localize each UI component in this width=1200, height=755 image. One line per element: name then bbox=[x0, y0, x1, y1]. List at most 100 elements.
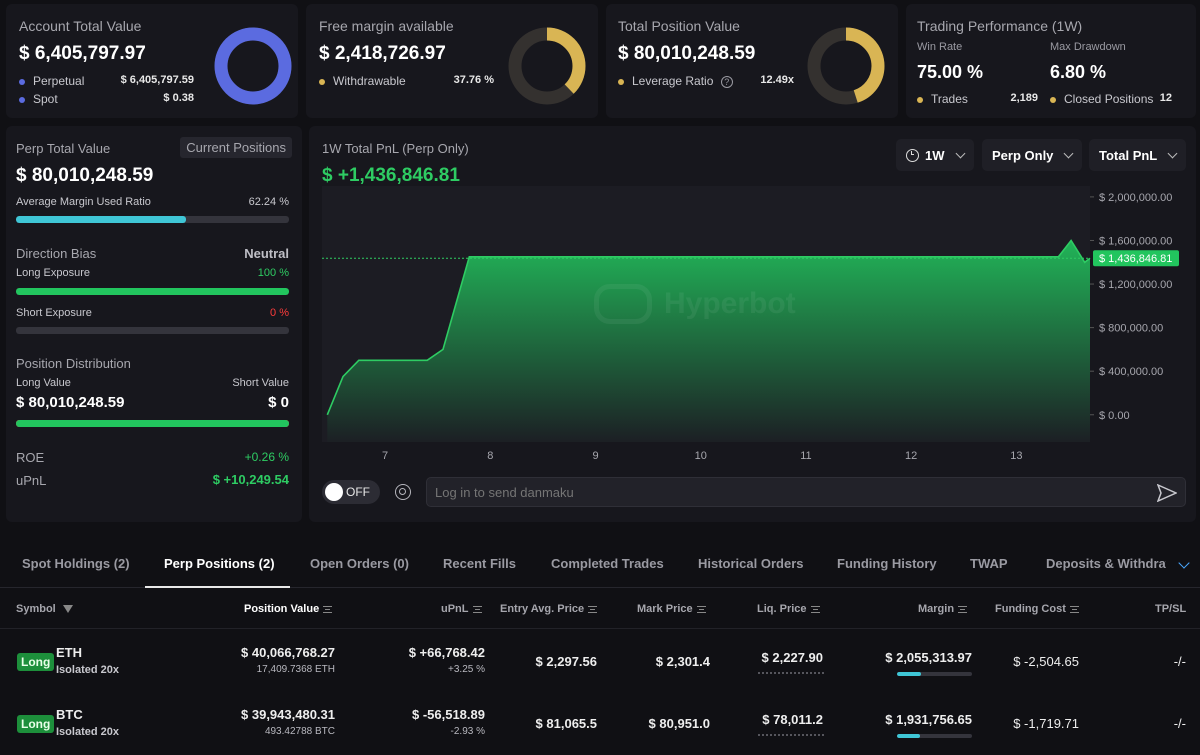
position-size: 17,409.7368 ETH bbox=[256, 664, 335, 675]
sort-icon[interactable] bbox=[472, 605, 482, 613]
max-drawdown-label: Max Drawdown bbox=[1050, 41, 1126, 53]
sort-icon[interactable] bbox=[323, 605, 333, 613]
margin-mode: Isolated 20x bbox=[56, 664, 119, 676]
header-liq-price[interactable]: Liq. Price bbox=[757, 603, 820, 615]
free-margin-card: Free margin available $ 2,418,726.97 Wit… bbox=[306, 4, 598, 118]
header-divider bbox=[0, 628, 1200, 629]
perp-total-value-label: Perp Total Value bbox=[16, 141, 111, 156]
leverage-value: 12.49x bbox=[760, 74, 794, 86]
tab-twap[interactable]: TWAP bbox=[970, 556, 1008, 571]
upnl-value: $ +66,768.42 bbox=[408, 645, 485, 660]
header-funding-cost[interactable]: Funding Cost bbox=[995, 603, 1079, 615]
margin-mode: Isolated 20x bbox=[56, 726, 119, 738]
mark-price: $ 2,301.4 bbox=[655, 654, 710, 669]
tpsl-value[interactable]: -/- bbox=[1173, 654, 1186, 669]
tpsl-value[interactable]: -/- bbox=[1173, 716, 1186, 731]
perpetual-row: Perpetual bbox=[19, 74, 84, 88]
scope-value: Perp Only bbox=[992, 147, 1054, 163]
liq-price: $ 78,011.2 bbox=[762, 712, 823, 727]
header-entry-price[interactable]: Entry Avg. Price bbox=[500, 603, 598, 615]
send-icon[interactable] bbox=[1157, 484, 1177, 502]
info-icon[interactable]: ? bbox=[720, 76, 733, 88]
symbol[interactable]: BTC bbox=[56, 707, 83, 722]
long-exposure-fill bbox=[16, 288, 289, 295]
filter-icon[interactable] bbox=[62, 605, 73, 614]
roe-label: ROE bbox=[16, 450, 45, 465]
account-donut-chart bbox=[214, 27, 292, 105]
y-tick-label: $ 0.00 bbox=[1099, 410, 1130, 422]
closed-positions-row: Closed Positions bbox=[1050, 92, 1153, 106]
table-row[interactable]: Long BTC Isolated 20x $ 39,943,480.31 49… bbox=[0, 692, 1200, 754]
tab-funding-history[interactable]: Funding History bbox=[837, 556, 937, 571]
symbol[interactable]: ETH bbox=[56, 645, 82, 660]
header-symbol[interactable]: Symbol bbox=[16, 603, 73, 615]
pnl-area-chart[interactable]: $ 2,000,000.00 $ 1,600,000.00 $ 1,200,000.… bbox=[309, 178, 1196, 508]
x-tick-label: 11 bbox=[800, 450, 811, 462]
header-margin-label: Margin bbox=[918, 603, 955, 615]
sort-icon[interactable] bbox=[810, 605, 820, 613]
header-margin[interactable]: Margin bbox=[918, 603, 968, 615]
trading-performance-card: Trading Performance (1W) Win Rate 75.00 … bbox=[906, 4, 1196, 118]
position-distribution-fill bbox=[16, 420, 289, 427]
current-positions-button[interactable]: Current Positions bbox=[180, 137, 292, 158]
margin-used-fill bbox=[16, 216, 186, 223]
header-entry-label: Entry Avg. Price bbox=[500, 603, 585, 615]
toggle-knob bbox=[325, 483, 343, 501]
x-tick-label: 13 bbox=[1010, 450, 1022, 462]
margin-used-value: 62.24 % bbox=[248, 196, 289, 208]
tab-deposits-withdrawals[interactable]: Deposits & Withdraw bbox=[1046, 556, 1166, 571]
long-value: $ 80,010,248.59 bbox=[16, 394, 125, 411]
tabs-more-chevron-icon[interactable] bbox=[1178, 557, 1190, 569]
header-position-value[interactable]: Position Value bbox=[244, 603, 333, 615]
closed-positions-dot-icon bbox=[1050, 96, 1056, 103]
margin-value: $ 1,931,756.65 bbox=[885, 712, 972, 727]
margin-value: $ 2,055,313.97 bbox=[885, 650, 972, 665]
position-value: $ 40,066,768.27 bbox=[241, 645, 335, 660]
scope-select[interactable]: Perp Only bbox=[982, 139, 1082, 171]
header-mark-price[interactable]: Mark Price bbox=[637, 603, 706, 615]
position-distribution-label: Position Distribution bbox=[16, 356, 131, 371]
sort-icon[interactable] bbox=[958, 605, 968, 613]
metric-select[interactable]: Total PnL bbox=[1089, 139, 1186, 171]
long-exposure-value: 100 % bbox=[257, 267, 289, 279]
sort-icon[interactable] bbox=[588, 605, 598, 613]
withdrawable-label: Withdrawable bbox=[333, 74, 406, 88]
y-tick-label: $ 400,000.00 bbox=[1099, 366, 1163, 378]
short-exposure-label: Short Exposure bbox=[16, 307, 92, 319]
roe-value: +0.26 % bbox=[244, 450, 289, 464]
current-value-label: $ 1,436,846.81 bbox=[1099, 253, 1172, 265]
position-distribution-bar bbox=[16, 420, 289, 427]
liq-distance-dots bbox=[758, 734, 824, 736]
side-badge: Long bbox=[17, 653, 55, 671]
margin-bar bbox=[897, 734, 972, 738]
header-tpsl: TP/SL bbox=[1155, 603, 1187, 615]
y-tick-label: $ 1,600,000.00 bbox=[1099, 235, 1172, 247]
margin-bar-fill bbox=[897, 734, 920, 738]
tab-historical-orders[interactable]: Historical Orders bbox=[698, 556, 804, 571]
tab-completed-trades[interactable]: Completed Trades bbox=[551, 556, 664, 571]
entry-price: $ 81,065.5 bbox=[535, 716, 597, 731]
trades-label: Trades bbox=[931, 92, 968, 106]
free-margin-value: $ 2,418,726.97 bbox=[319, 43, 446, 64]
settings-icon[interactable] bbox=[395, 484, 411, 500]
tab-perp-positions[interactable]: Perp Positions (2) bbox=[164, 556, 275, 571]
header-upnl[interactable]: uPnL bbox=[441, 603, 482, 615]
tab-recent-fills[interactable]: Recent Fills bbox=[443, 556, 516, 571]
time-range-select[interactable]: 1W bbox=[896, 139, 974, 171]
withdrawable-dot-icon bbox=[319, 78, 325, 85]
table-row[interactable]: Long ETH Isolated 20x $ 40,066,768.27 17… bbox=[0, 630, 1200, 692]
long-exposure-bar bbox=[16, 288, 289, 295]
danmaku-input[interactable] bbox=[435, 482, 1135, 502]
header-liq-label: Liq. Price bbox=[757, 603, 807, 615]
danmaku-toggle[interactable]: OFF bbox=[322, 480, 380, 504]
active-tab-underline bbox=[145, 586, 290, 588]
tab-open-orders[interactable]: Open Orders (0) bbox=[310, 556, 409, 571]
leverage-row: Leverage Ratio ? bbox=[618, 74, 733, 88]
sort-icon[interactable] bbox=[696, 605, 706, 613]
danmaku-input-box[interactable] bbox=[426, 477, 1186, 507]
win-rate-value: 75.00 % bbox=[917, 62, 984, 82]
current-value-badge bbox=[1093, 250, 1179, 267]
spot-value: $ 0.38 bbox=[163, 92, 194, 104]
sort-icon[interactable] bbox=[1069, 605, 1079, 613]
tab-spot-holdings[interactable]: Spot Holdings (2) bbox=[22, 556, 130, 571]
